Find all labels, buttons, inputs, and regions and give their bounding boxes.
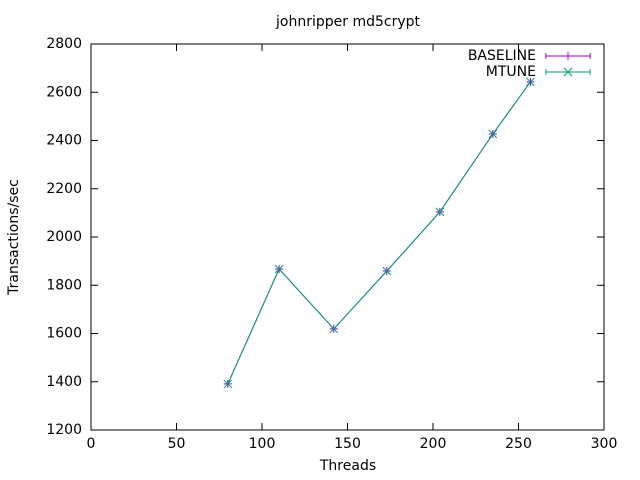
x-tick-label: 250 xyxy=(505,436,532,452)
y-tick-label: 2000 xyxy=(46,229,82,245)
marker xyxy=(382,266,392,276)
chart-title: johnripper md5crypt xyxy=(275,14,420,30)
x-tick-label: 300 xyxy=(591,436,618,452)
legend-label: BASELINE xyxy=(468,48,536,64)
marker xyxy=(435,207,445,217)
marker xyxy=(526,77,535,87)
legend-label: MTUNE xyxy=(486,64,536,80)
marker xyxy=(223,379,233,389)
marker xyxy=(329,324,339,334)
y-tick-label: 2200 xyxy=(46,181,82,197)
y-tick-label: 1200 xyxy=(46,422,82,438)
series-line xyxy=(227,81,531,385)
series-line xyxy=(227,81,531,385)
plot-border xyxy=(90,43,605,431)
marker xyxy=(274,264,284,274)
x-axis-label: Threads xyxy=(319,458,376,474)
x-tick-label: 100 xyxy=(249,436,276,452)
legend-marker xyxy=(563,67,573,77)
y-tick-label: 1600 xyxy=(46,326,82,342)
x-tick-label: 0 xyxy=(87,436,96,452)
x-tick-label: 150 xyxy=(334,436,361,452)
y-tick-label: 2600 xyxy=(46,84,82,100)
y-tick-label: 1800 xyxy=(46,277,82,293)
y-tick-label: 2400 xyxy=(46,133,82,149)
x-tick-label: 50 xyxy=(168,436,186,452)
y-tick-label: 2800 xyxy=(46,36,82,52)
y-axis-label: Transactions/sec xyxy=(6,179,22,296)
x-tick-label: 200 xyxy=(420,436,447,452)
y-tick-label: 1400 xyxy=(46,374,82,390)
marker xyxy=(488,129,498,139)
